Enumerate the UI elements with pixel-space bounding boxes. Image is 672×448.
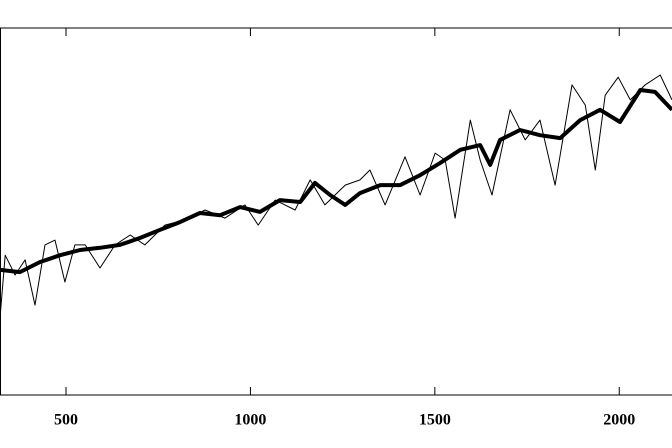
x-tick-label: 2000 (603, 412, 635, 429)
x-tick-label: 500 (54, 412, 78, 429)
data-line (0, 88, 672, 275)
x-tick-label: 1500 (419, 412, 451, 429)
x-tick-label: 1000 (234, 412, 266, 429)
data-line (0, 74, 672, 318)
